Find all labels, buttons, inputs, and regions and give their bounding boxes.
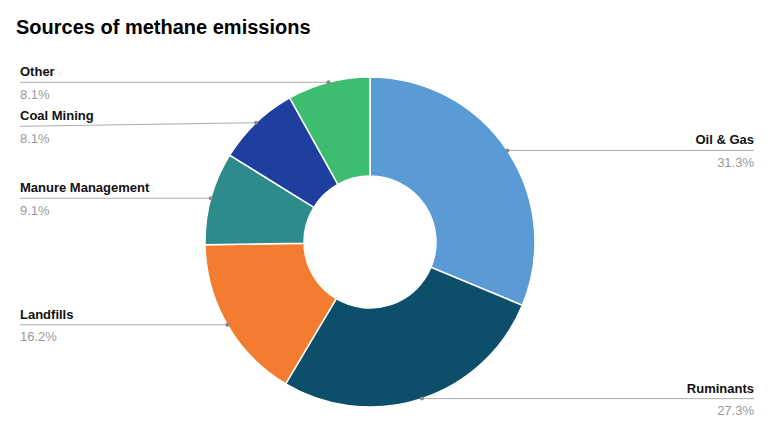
chart: Sources of methane emissions Oil & Gas 31.… — [0, 0, 774, 448]
data-label: 8.1% — [20, 87, 50, 102]
data-label: 8.1% — [20, 131, 50, 146]
slice-label: Ruminants — [687, 381, 754, 396]
slice — [290, 77, 370, 184]
leader-dot — [225, 323, 229, 327]
leader-line — [20, 82, 329, 83]
data-label: 27.3% — [717, 403, 754, 418]
leader-line — [20, 324, 227, 325]
leader-dot — [505, 148, 509, 152]
leader-dot — [420, 397, 424, 401]
slice — [205, 243, 336, 384]
pie — [205, 77, 535, 407]
labels: Oil & Gas 31.3% Ruminants 27.3% Landfills 16.… — [20, 64, 754, 418]
slice-label: Landfills — [20, 307, 73, 322]
slice — [370, 77, 535, 305]
leader-line — [422, 398, 754, 399]
leader-dot — [327, 80, 331, 84]
slice-label: Manure Management — [20, 180, 150, 195]
leader-line — [20, 198, 211, 199]
leader-dot — [209, 196, 213, 200]
leader-line — [507, 150, 754, 151]
slice-label: Oil & Gas — [695, 132, 754, 147]
leader-dot — [254, 121, 258, 125]
slice-label: Other — [20, 64, 55, 79]
data-label: 31.3% — [717, 155, 754, 170]
title: Sources of methane emissions — [16, 16, 311, 38]
slice-label: Coal Mining — [20, 108, 94, 123]
data-label: 16.2% — [20, 329, 57, 344]
data-label: 9.1% — [20, 203, 50, 218]
